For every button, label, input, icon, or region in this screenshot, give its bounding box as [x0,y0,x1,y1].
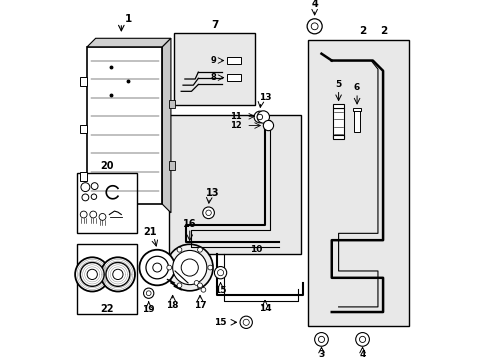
Text: 14: 14 [258,304,271,313]
Bar [174,33,254,105]
Circle shape [257,114,262,120]
Circle shape [80,262,104,286]
Circle shape [139,250,175,285]
Text: 15: 15 [214,318,226,327]
Circle shape [181,259,198,276]
Text: 9: 9 [210,56,216,65]
Circle shape [99,213,106,220]
Circle shape [197,283,202,288]
Bar [332,135,344,139]
Circle shape [201,287,205,292]
Circle shape [152,263,162,272]
Circle shape [203,207,214,219]
Polygon shape [162,38,171,213]
Bar [80,125,87,134]
Text: 13: 13 [206,188,219,198]
Circle shape [91,194,97,199]
Text: 5: 5 [335,80,341,89]
Text: 11: 11 [229,112,241,121]
Text: 15: 15 [214,286,226,295]
Bar [77,174,137,233]
Circle shape [80,211,87,218]
Text: 18: 18 [166,301,179,310]
Circle shape [359,336,365,342]
Circle shape [101,257,135,292]
Circle shape [75,257,109,292]
Polygon shape [87,38,171,47]
Circle shape [143,288,154,298]
Circle shape [177,247,182,252]
Circle shape [217,270,223,276]
Circle shape [82,194,89,201]
Circle shape [146,291,151,296]
Circle shape [318,336,324,342]
Text: 7: 7 [210,19,218,30]
Circle shape [172,251,206,285]
Circle shape [355,333,368,346]
Circle shape [310,23,317,30]
Circle shape [113,269,123,279]
Text: 19: 19 [142,305,155,314]
Circle shape [263,120,273,131]
Circle shape [257,111,269,123]
Bar [169,100,175,108]
Circle shape [197,247,202,252]
Text: 8: 8 [210,73,216,82]
Circle shape [177,283,182,288]
Text: 3: 3 [318,350,324,359]
Circle shape [254,111,265,123]
Text: 16: 16 [183,219,196,229]
Bar [353,108,360,111]
Bar [87,47,162,204]
Bar [169,115,300,254]
Bar [333,108,343,138]
Circle shape [166,265,171,270]
Bar [332,104,344,108]
Bar [227,74,241,81]
Circle shape [106,262,130,286]
Circle shape [87,269,97,279]
Bar [80,77,87,86]
Text: 13: 13 [259,93,271,102]
Circle shape [306,19,322,34]
Text: 12: 12 [229,121,241,130]
Text: 10: 10 [250,245,262,254]
Bar [307,40,408,326]
Text: 2: 2 [379,26,386,36]
Circle shape [166,244,213,291]
Circle shape [91,183,98,189]
Bar [77,244,137,314]
Text: 21: 21 [143,227,157,237]
Circle shape [205,210,211,216]
Circle shape [145,256,168,279]
Circle shape [197,284,202,289]
Text: 1: 1 [124,14,131,24]
Bar [227,57,241,64]
Circle shape [240,316,252,328]
Text: 22: 22 [100,303,113,314]
Text: 6: 6 [353,84,360,93]
Circle shape [90,211,97,218]
Text: 4: 4 [311,0,317,9]
Circle shape [207,265,212,270]
Bar [80,172,87,181]
Circle shape [81,183,90,192]
Circle shape [214,266,226,279]
Text: 20: 20 [100,161,113,171]
Text: 4: 4 [359,350,365,359]
Bar [353,110,360,132]
Circle shape [314,333,327,346]
Bar [169,162,175,170]
Text: 2: 2 [358,26,366,36]
Text: 17: 17 [193,301,206,310]
Circle shape [194,280,199,285]
Circle shape [243,319,249,325]
